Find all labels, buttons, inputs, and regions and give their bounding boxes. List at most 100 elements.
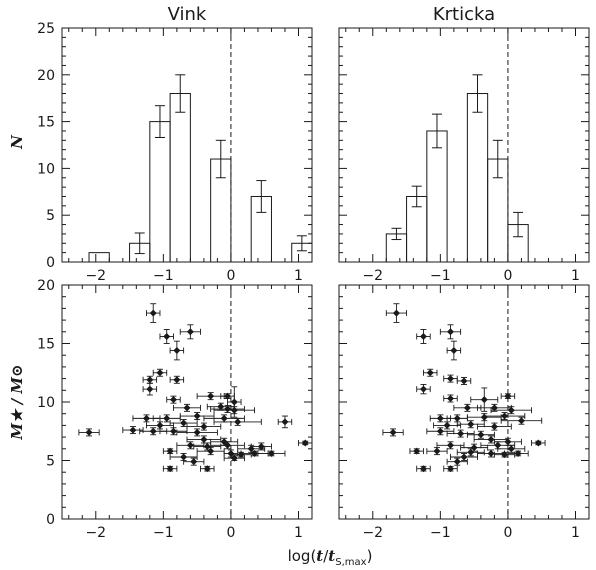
data-point — [467, 420, 475, 428]
krticka-mass-scatter-panel: −2 −1 0 1 — [338, 284, 590, 541]
data-point — [281, 418, 289, 426]
data-point — [173, 376, 181, 384]
data-point — [507, 445, 515, 453]
data-point — [487, 435, 495, 443]
data-point — [413, 447, 421, 455]
data-point — [301, 439, 309, 447]
data-point — [217, 403, 225, 411]
y-tick-label: 10 — [37, 395, 55, 411]
data-point — [392, 309, 400, 317]
histogram-bar — [88, 252, 110, 263]
plot-frame — [338, 27, 590, 263]
data-point — [504, 438, 512, 446]
plot-frame — [61, 284, 313, 520]
data-point — [490, 423, 498, 431]
data-point — [460, 377, 468, 385]
data-point — [450, 347, 458, 355]
data-point — [230, 398, 238, 406]
data-point — [433, 447, 441, 455]
data-point — [436, 414, 444, 422]
x-tick-label: 1 — [571, 268, 580, 284]
data-point — [142, 414, 150, 422]
histogram-bar — [466, 93, 489, 263]
data-point — [193, 412, 201, 420]
data-point — [436, 427, 444, 435]
data-point — [480, 396, 488, 404]
data-point — [517, 417, 525, 425]
data-point — [460, 453, 468, 461]
data-point — [470, 444, 478, 452]
data-point — [163, 414, 171, 422]
data-point — [443, 421, 451, 429]
data-point — [457, 430, 465, 438]
data-point — [453, 458, 461, 466]
data-point — [129, 426, 137, 434]
data-point — [234, 418, 242, 426]
data-point — [186, 328, 194, 336]
data-point — [230, 454, 238, 462]
data-point — [446, 375, 454, 383]
data-point — [419, 465, 427, 473]
plot-frame — [61, 27, 313, 263]
y-tick-label: 20 — [37, 68, 55, 84]
data-point — [504, 392, 512, 400]
y-tick-label: 5 — [46, 454, 55, 470]
x-tick-label: 1 — [571, 525, 580, 541]
x-tick-label: 0 — [226, 525, 235, 541]
data-point — [200, 435, 208, 443]
data-point — [467, 448, 475, 456]
krticka-histogram-panel: −2 −1 0 1 Krticka — [338, 4, 590, 284]
panel-title: Krticka — [433, 4, 495, 25]
y-tick-label: 25 — [37, 21, 55, 37]
data-point — [453, 414, 461, 422]
x-tick-label: −2 — [85, 268, 106, 284]
data-point — [156, 369, 164, 377]
data-point — [224, 405, 232, 413]
x-tick-label: −1 — [153, 525, 174, 541]
data-point — [251, 449, 259, 457]
x-tick-label: −2 — [362, 268, 383, 284]
data-point — [200, 423, 208, 431]
data-point — [267, 449, 275, 457]
data-point — [230, 406, 238, 414]
plot-frame — [338, 284, 590, 520]
data-point — [446, 465, 454, 473]
y-tick-label: 0 — [46, 512, 55, 528]
data-point — [207, 392, 215, 400]
data-point — [446, 328, 454, 336]
data-point — [183, 404, 191, 412]
data-point — [169, 427, 177, 435]
data-point — [156, 421, 164, 429]
data-point — [446, 394, 454, 402]
data-point — [463, 404, 471, 412]
y-tick-label: 15 — [37, 337, 55, 353]
data-point — [494, 441, 502, 449]
data-point — [419, 385, 427, 393]
data-point — [389, 428, 397, 436]
data-point — [224, 392, 232, 400]
x-tick-label: 0 — [226, 268, 235, 284]
data-point — [186, 441, 194, 449]
data-point — [149, 427, 157, 435]
x-tick-label: 1 — [294, 268, 303, 284]
data-point — [180, 419, 188, 427]
y-tick-label: 5 — [46, 208, 55, 224]
x-tick-label: −1 — [430, 268, 451, 284]
y-tick-label: 20 — [37, 278, 55, 294]
x-tick-label: −2 — [362, 525, 383, 541]
data-point — [501, 451, 509, 459]
data-point — [534, 439, 542, 447]
data-point — [220, 414, 228, 422]
data-point — [85, 428, 93, 436]
data-point — [166, 465, 174, 473]
data-point — [203, 442, 211, 450]
data-point — [477, 431, 485, 439]
data-point — [146, 376, 154, 384]
y-axis-label-top: N — [8, 134, 26, 150]
y-tick-label: 15 — [37, 115, 55, 131]
x-axis-label: log(t/tS,max) — [288, 547, 373, 568]
data-point — [149, 309, 157, 317]
data-point — [180, 453, 188, 461]
